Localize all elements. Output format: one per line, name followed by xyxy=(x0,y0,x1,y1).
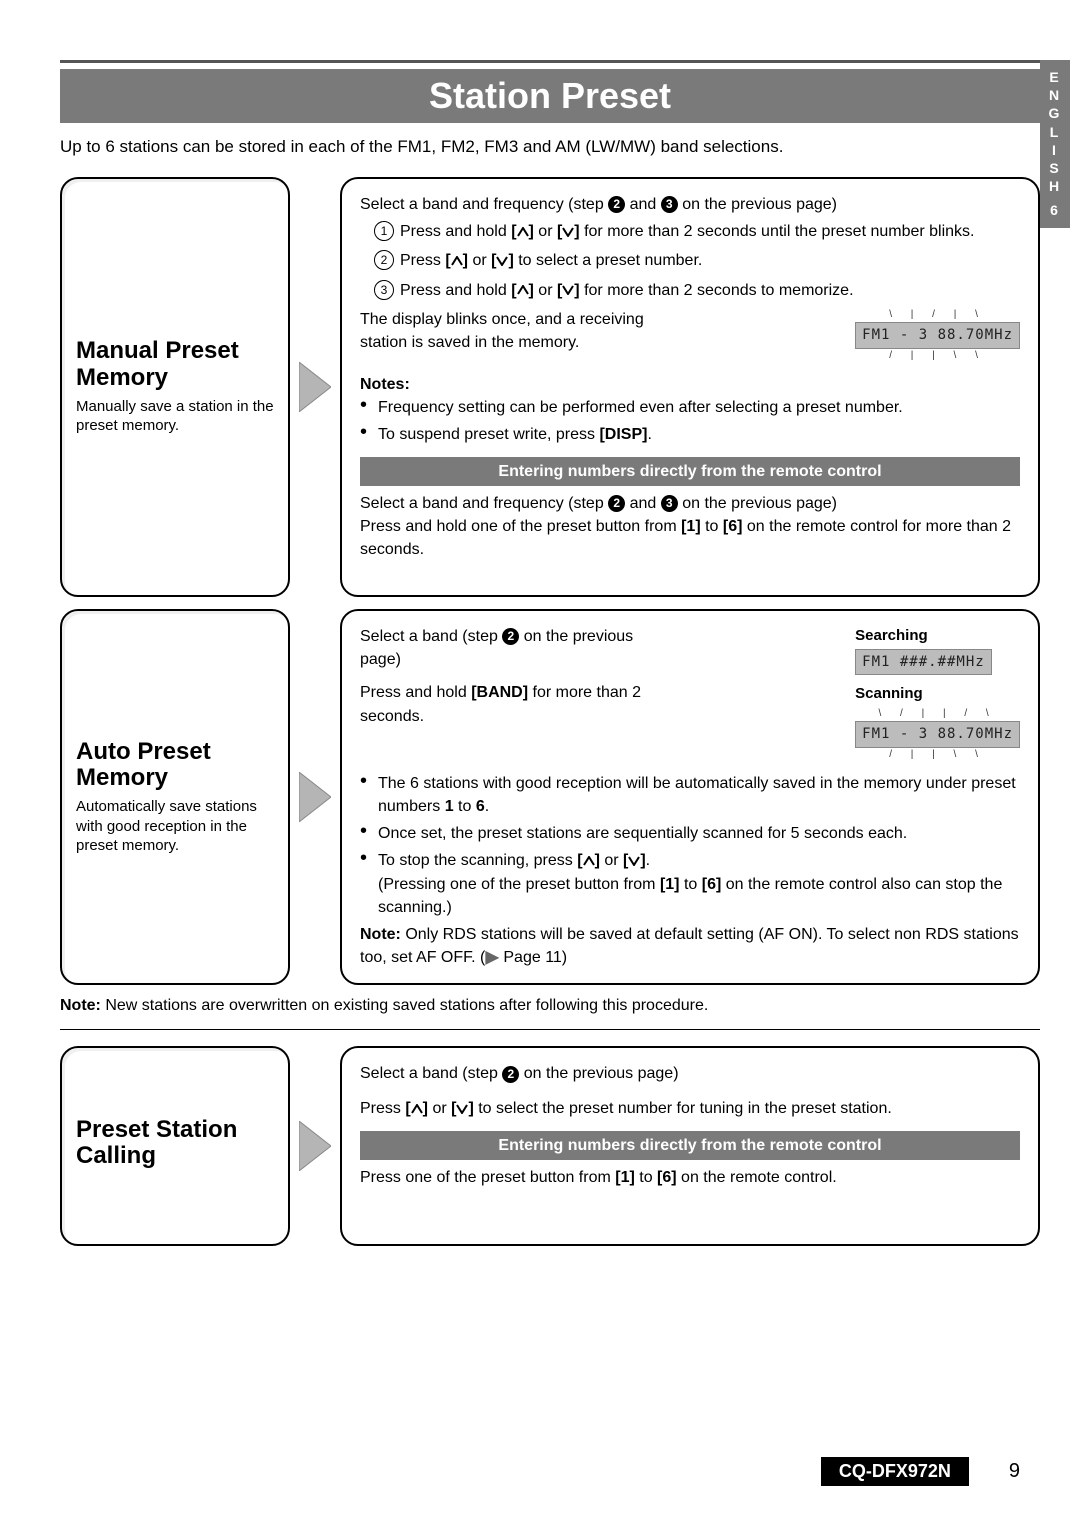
heading-manual: Manual Preset Memory xyxy=(76,338,274,391)
step-3: Press and hold [] or [] for more than 2 … xyxy=(374,279,1020,302)
desc-auto: Automatically save stations with good re… xyxy=(76,797,274,856)
press-band: Press and hold [BAND] for more than 2 se… xyxy=(360,681,670,727)
divider xyxy=(60,1029,1040,1030)
blink-text: The display blinks once, and a receiving… xyxy=(360,308,690,354)
card-auto-preset: Auto Preset Memory Automatically save st… xyxy=(60,609,290,985)
lead-calling: Select a band (step 2 on the previous pa… xyxy=(360,1062,1020,1085)
language-tab: ENGLISH 6 xyxy=(1040,60,1070,228)
content-auto: Select a band (step 2 on the previous pa… xyxy=(340,609,1040,985)
lcd-display-1: \ | / | \ FM1 - 3 88.70MHz / | | \ \ xyxy=(855,308,1020,363)
auto-bullet-2: Once set, the preset stations are sequen… xyxy=(360,822,1020,845)
section-manual-preset: Manual Preset Memory Manually save a sta… xyxy=(60,177,1040,597)
intro-text: Up to 6 stations can be stored in each o… xyxy=(60,137,1040,157)
remote-text-2: Press one of the preset button from [1] … xyxy=(360,1166,1020,1189)
content-manual: Select a band and frequency (step 2 and … xyxy=(340,177,1040,597)
note-1: Frequency setting can be performed even … xyxy=(360,396,1020,419)
card-preset-calling: Preset Station Calling xyxy=(60,1046,290,1246)
footer: CQ-DFX972N 9 xyxy=(821,1457,1020,1486)
section-preset-calling: Preset Station Calling Select a band (st… xyxy=(60,1046,1040,1246)
heading-calling: Preset Station Calling xyxy=(76,1117,274,1170)
card-manual-preset: Manual Preset Memory Manually save a sta… xyxy=(60,177,290,597)
arrow-icon xyxy=(290,609,340,985)
desc-manual: Manually save a station in the preset me… xyxy=(76,397,274,436)
auto-bullet-1: The 6 stations with good reception will … xyxy=(360,772,1020,818)
auto-note: Note: Only RDS stations will be saved at… xyxy=(360,923,1020,969)
model-number: CQ-DFX972N xyxy=(821,1457,969,1486)
page-number: 9 xyxy=(1009,1460,1020,1483)
page-title: Station Preset xyxy=(60,69,1040,123)
arrow-icon xyxy=(290,1046,340,1246)
remote-text-1: Press and hold one of the preset button … xyxy=(360,515,1020,561)
auto-bullet-3: To stop the scanning, press [] or [].(Pr… xyxy=(360,849,1020,919)
subbar-remote-2: Entering numbers directly from the remot… xyxy=(360,1131,1020,1160)
top-rule xyxy=(60,60,1040,63)
remote-lead-1: Select a band and frequency (step 2 and … xyxy=(360,492,1020,515)
step-1: Press and hold [] or [] for more than 2 … xyxy=(374,220,1020,243)
lcd-group: Searching FM1 ###.##MHz Scanning \ / | |… xyxy=(855,625,1020,764)
notes-heading: Notes: xyxy=(360,373,1020,396)
lead-auto: Select a band (step 2 on the previous pa… xyxy=(360,625,670,671)
mid-note: Note: New stations are overwritten on ex… xyxy=(60,997,1040,1015)
arrow-icon xyxy=(290,177,340,597)
note-2: To suspend preset write, press [DISP]. xyxy=(360,423,1020,446)
section-auto-preset: Auto Preset Memory Automatically save st… xyxy=(60,609,1040,985)
step-2: Press [] or [] to select a preset number… xyxy=(374,249,1020,272)
press-calling: Press [] or [] to select the preset numb… xyxy=(360,1097,1020,1120)
heading-auto: Auto Preset Memory xyxy=(76,739,274,792)
subbar-remote-1: Entering numbers directly from the remot… xyxy=(360,457,1020,486)
content-calling: Select a band (step 2 on the previous pa… xyxy=(340,1046,1040,1246)
lead-manual: Select a band and frequency (step 2 and … xyxy=(360,193,1020,216)
